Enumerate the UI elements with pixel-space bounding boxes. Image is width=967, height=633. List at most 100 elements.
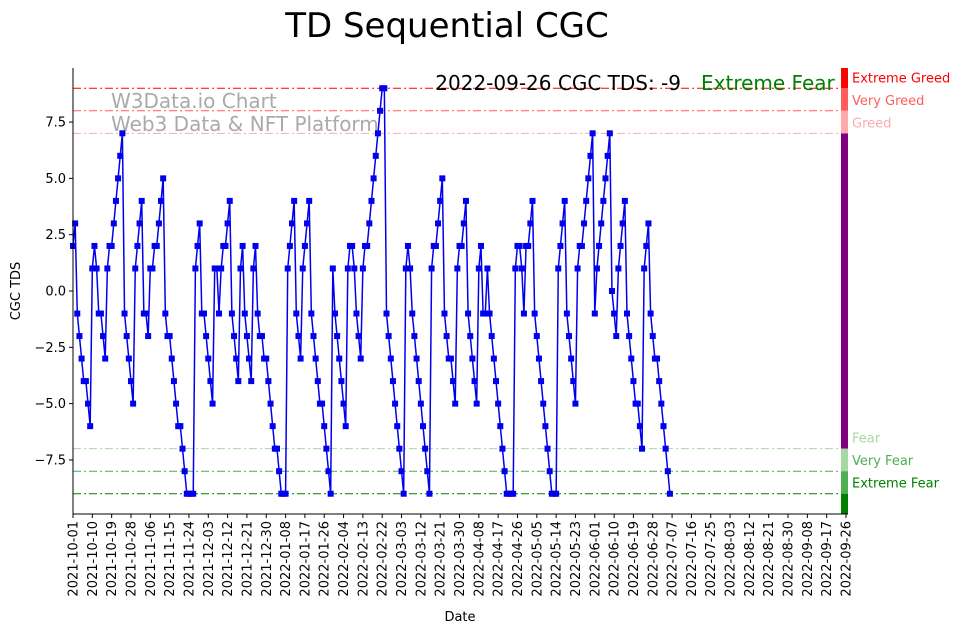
data-point	[93, 265, 100, 272]
data-point	[636, 423, 643, 430]
data-point	[207, 378, 214, 385]
data-point	[205, 355, 212, 362]
data-point	[340, 400, 347, 407]
data-point	[344, 265, 351, 272]
data-point	[533, 333, 540, 340]
band-greed	[841, 110, 848, 134]
data-point	[664, 468, 671, 475]
data-point	[520, 310, 527, 317]
data-point	[617, 242, 624, 249]
data-point	[591, 310, 598, 317]
data-point	[574, 265, 581, 272]
data-point	[349, 242, 356, 249]
band-very-fear	[841, 471, 848, 494]
x-tick-label: 2022-01-17	[298, 521, 313, 597]
data-point	[168, 355, 175, 362]
data-point	[422, 445, 429, 452]
data-point	[471, 378, 478, 385]
data-point	[666, 490, 673, 497]
threshold-label-greed: Greed	[852, 116, 891, 131]
x-tick-label: 2022-05-05	[530, 521, 545, 597]
data-point	[578, 242, 585, 249]
data-point	[409, 310, 416, 317]
y-tick-label: 2.5	[45, 228, 66, 243]
data-point	[477, 242, 484, 249]
x-tick-label: 2022-08-21	[762, 521, 777, 597]
x-tick-label: 2022-07-16	[685, 521, 700, 597]
band-extreme-fear	[841, 493, 848, 514]
data-point	[660, 423, 667, 430]
x-tick-label: 2022-09-08	[801, 521, 816, 597]
data-point	[583, 197, 590, 204]
x-tick-label: 2022-02-22	[376, 521, 391, 597]
data-point	[112, 197, 119, 204]
data-point	[630, 378, 637, 385]
data-point	[284, 265, 291, 272]
x-ticks: 2021-10-01 2021-10-10 2021-10-19 2021-10-28…	[67, 514, 855, 597]
data-point	[297, 355, 304, 362]
x-tick-label: 2021-12-30	[260, 521, 275, 597]
x-tick-label: 2022-08-03	[724, 521, 739, 597]
data-point	[368, 197, 375, 204]
data-point	[432, 242, 439, 249]
data-point	[458, 242, 465, 249]
data-point	[581, 220, 588, 227]
data-point	[654, 355, 661, 362]
x-tick-label: 2022-09-26	[840, 521, 855, 597]
data-point	[121, 310, 128, 317]
data-point	[566, 333, 573, 340]
data-point	[110, 220, 117, 227]
data-point	[658, 400, 665, 407]
data-point	[366, 220, 373, 227]
y-tick-label: 7.5	[45, 116, 66, 131]
data-point	[656, 378, 663, 385]
data-point	[190, 490, 197, 497]
data-point	[608, 288, 615, 294]
data-point	[439, 175, 446, 182]
data-point	[295, 333, 302, 340]
data-point	[252, 242, 259, 249]
data-point	[85, 400, 92, 407]
data-point	[314, 378, 321, 385]
data-point	[553, 490, 560, 497]
data-point	[286, 242, 293, 249]
data-point	[484, 265, 491, 272]
data-point	[516, 242, 523, 249]
data-point	[417, 400, 424, 407]
data-point	[235, 378, 242, 385]
data-point	[518, 265, 525, 272]
data-point	[336, 355, 343, 362]
data-point	[377, 107, 384, 114]
data-point	[263, 355, 270, 362]
data-point	[538, 378, 545, 385]
data-point	[604, 152, 611, 159]
data-point	[173, 400, 180, 407]
data-point	[312, 355, 319, 362]
data-point	[662, 445, 669, 452]
data-point	[192, 265, 199, 272]
data-point	[510, 490, 517, 497]
data-point	[467, 333, 474, 340]
y-axis-label: CGC TDS	[9, 262, 24, 321]
x-tick-label: 2021-10-19	[105, 521, 120, 597]
data-point	[224, 220, 231, 227]
data-point	[323, 445, 330, 452]
x-tick-label: 2022-08-30	[782, 521, 797, 597]
data-point	[535, 355, 542, 362]
x-tick-label: 2022-01-26	[318, 521, 333, 597]
x-tick-label: 2022-06-01	[588, 521, 603, 597]
data-point	[426, 490, 433, 497]
data-point	[527, 220, 534, 227]
x-tick-label: 2021-10-01	[67, 521, 82, 597]
data-point	[469, 355, 476, 362]
data-point	[149, 265, 156, 272]
data-point	[304, 220, 311, 227]
data-point	[619, 220, 626, 227]
data-point	[216, 310, 223, 317]
status-text: 2022-09-26 CGC TDS: -9	[435, 71, 681, 95]
y-ticks: −7.5 −5.0 −2.5 0.0 2.5 5.0 7.5	[34, 116, 73, 468]
data-point	[177, 423, 184, 430]
data-point	[248, 378, 255, 385]
x-tick-label: 2022-08-12	[743, 521, 758, 597]
